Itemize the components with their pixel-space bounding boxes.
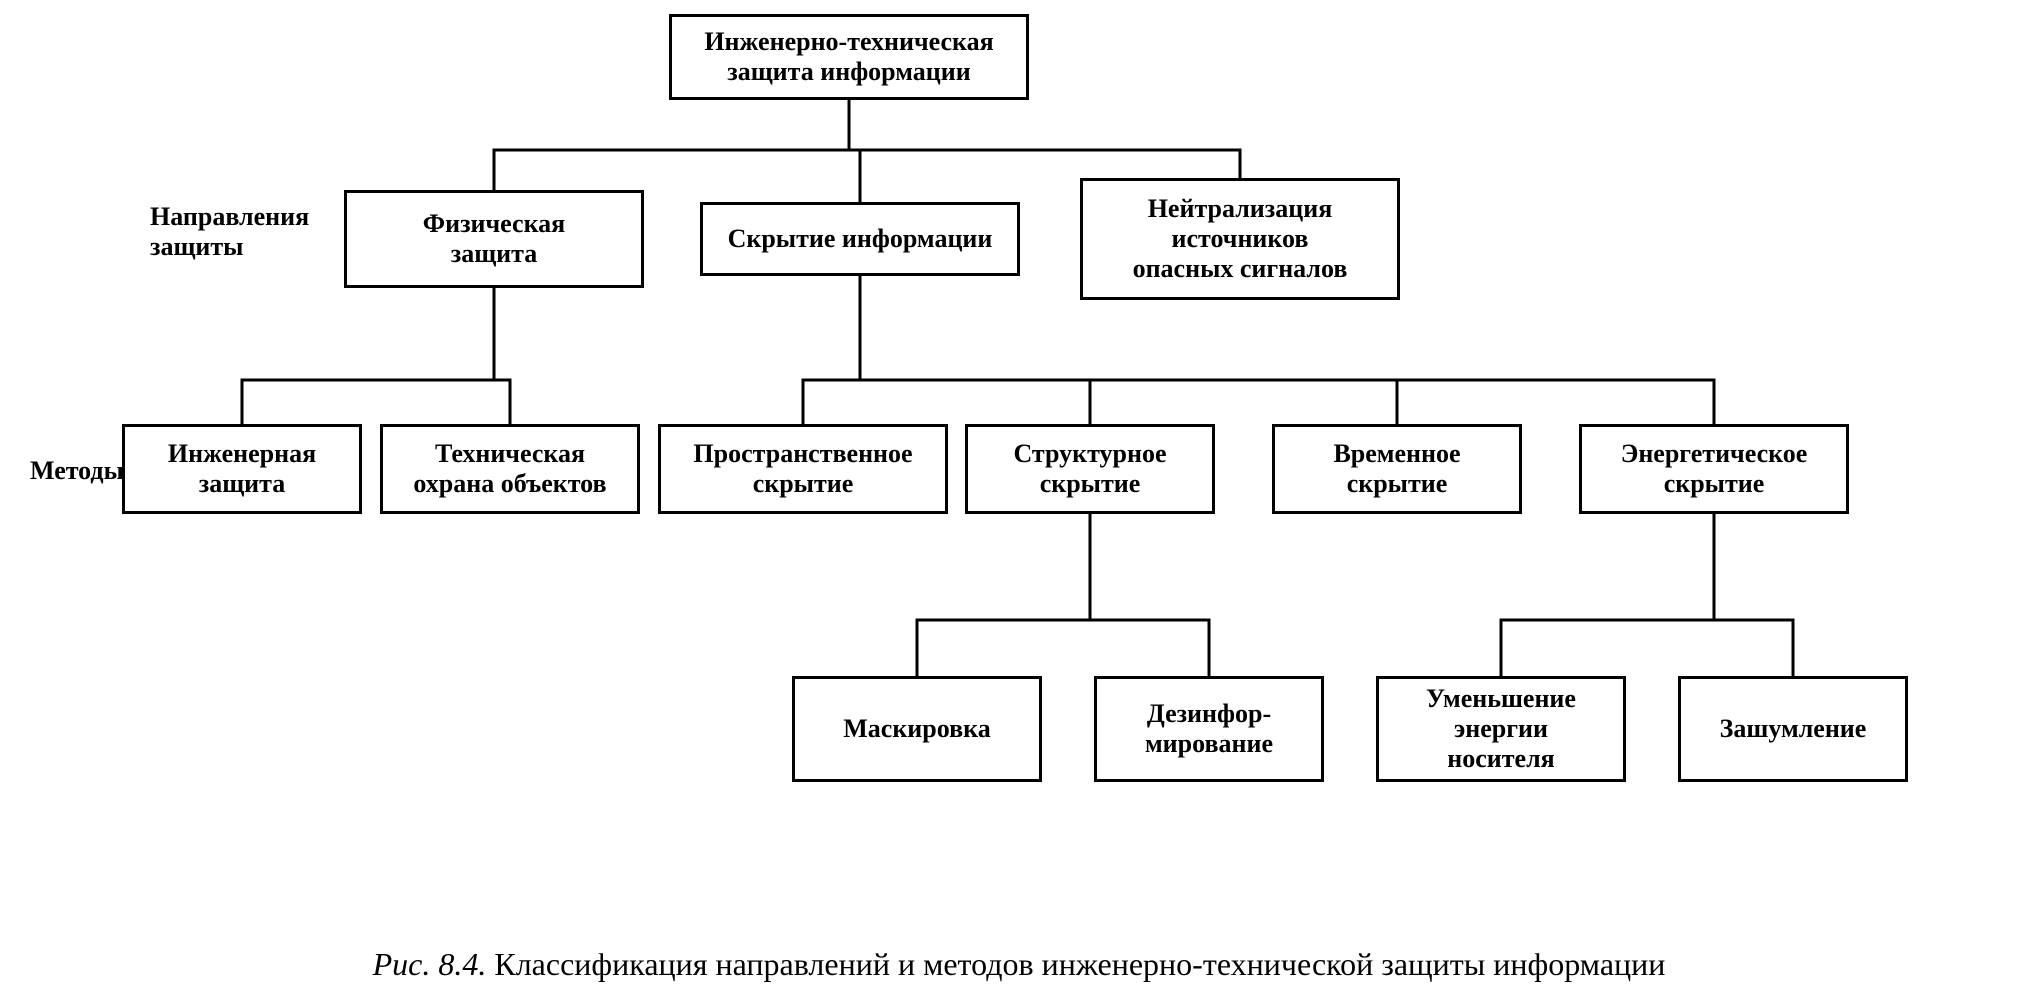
node-root: Инженерно-техническая защита информации	[669, 14, 1029, 100]
node-m-eng: Инженерная защита	[122, 424, 362, 514]
node-s-disinfo: Дезинфор- мирование	[1094, 676, 1324, 782]
node-m-energy: Энергетическое скрытие	[1579, 424, 1849, 514]
node-s-reduce: Уменьшение энергии носителя	[1376, 676, 1626, 782]
node-s-mask: Маскировка	[792, 676, 1042, 782]
node-m-time: Временное скрытие	[1272, 424, 1522, 514]
caption-text: Классификация направлений и методов инже…	[494, 946, 1665, 982]
node-m-guard: Техническая охрана объектов	[380, 424, 640, 514]
diagram-stage: Рис. 8.4. Классификация направлений и ме…	[0, 0, 2038, 1008]
node-dir-physical: Физическая защита	[344, 190, 644, 288]
figure-caption: Рис. 8.4. Классификация направлений и ме…	[0, 946, 2038, 983]
lbl-directions: Направления защиты	[150, 202, 309, 262]
lbl-methods: Методы	[30, 456, 124, 486]
node-m-space: Пространственное скрытие	[658, 424, 948, 514]
node-m-struct: Структурное скрытие	[965, 424, 1215, 514]
caption-prefix: Рис. 8.4.	[373, 946, 495, 982]
node-s-noise: Зашумление	[1678, 676, 1908, 782]
node-dir-hide: Скрытие информации	[700, 202, 1020, 276]
node-dir-neutral: Нейтрализация источников опасных сигнало…	[1080, 178, 1400, 300]
